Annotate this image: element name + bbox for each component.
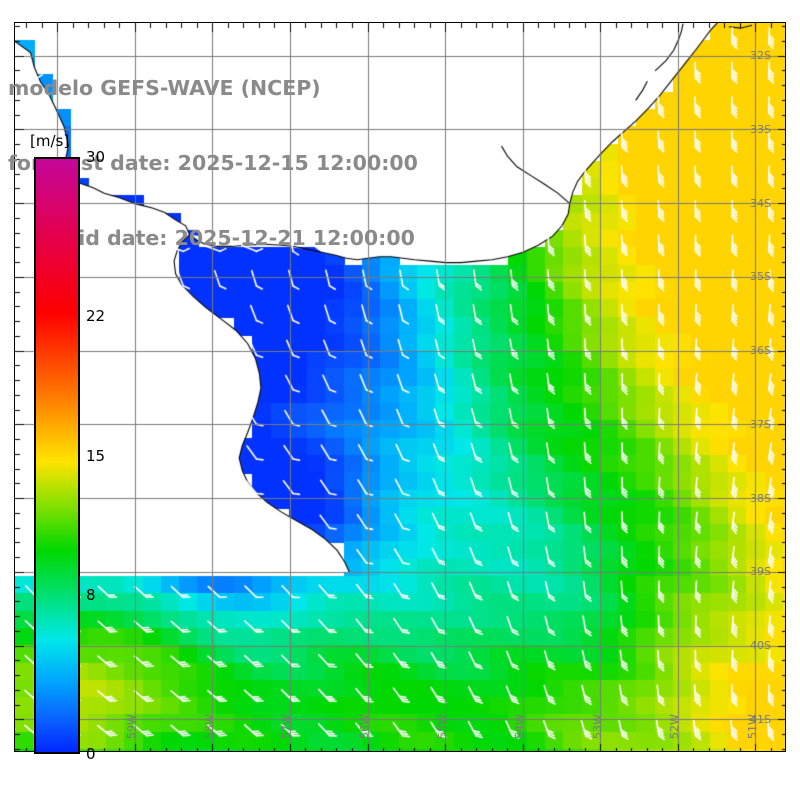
colorbar-tick-30: 30 <box>86 148 106 166</box>
colorbar <box>34 157 80 754</box>
colorbar-tick-22: 22 <box>86 307 106 326</box>
wind-speed-field <box>15 23 785 751</box>
colorbar-tick-0: 0 <box>86 745 96 763</box>
graticule-grid-canvas <box>15 23 785 751</box>
colorbar-unit-label: [m/s] <box>30 132 70 150</box>
colorbar-tick-8: 8 <box>86 585 96 604</box>
colorbar-tick-15: 15 <box>86 446 106 465</box>
